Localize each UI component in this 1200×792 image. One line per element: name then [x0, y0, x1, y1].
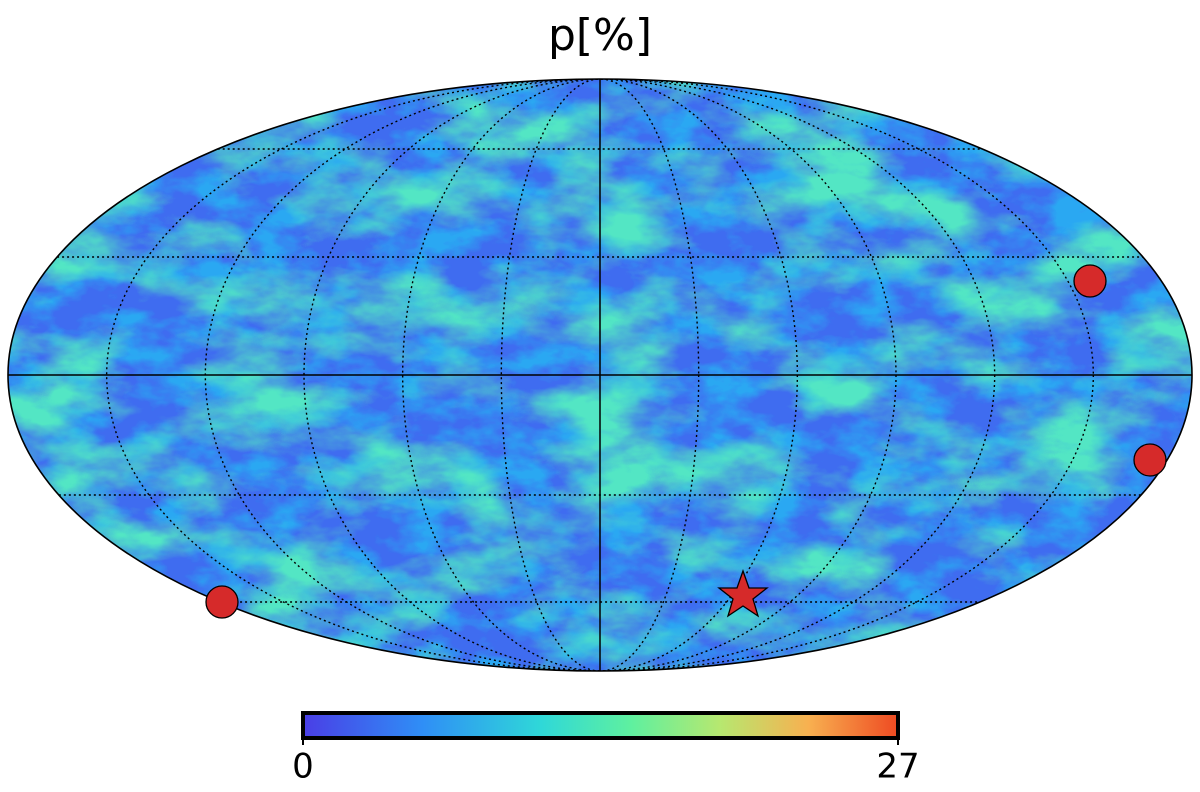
source-marker — [205, 585, 239, 619]
source-marker — [1073, 264, 1107, 298]
markers — [205, 264, 1167, 619]
colorbar: 0 27 — [292, 711, 920, 787]
star-marker — [717, 569, 769, 618]
colorbar-scale — [301, 711, 900, 740]
colorbar-tick-label: 27 — [876, 747, 919, 787]
source-marker — [1133, 443, 1167, 477]
sky-map — [8, 79, 1192, 671]
map-title: p[%] — [548, 10, 652, 61]
map-outline — [7, 78, 1193, 672]
colorbar-tick-label: 0 — [292, 747, 314, 787]
